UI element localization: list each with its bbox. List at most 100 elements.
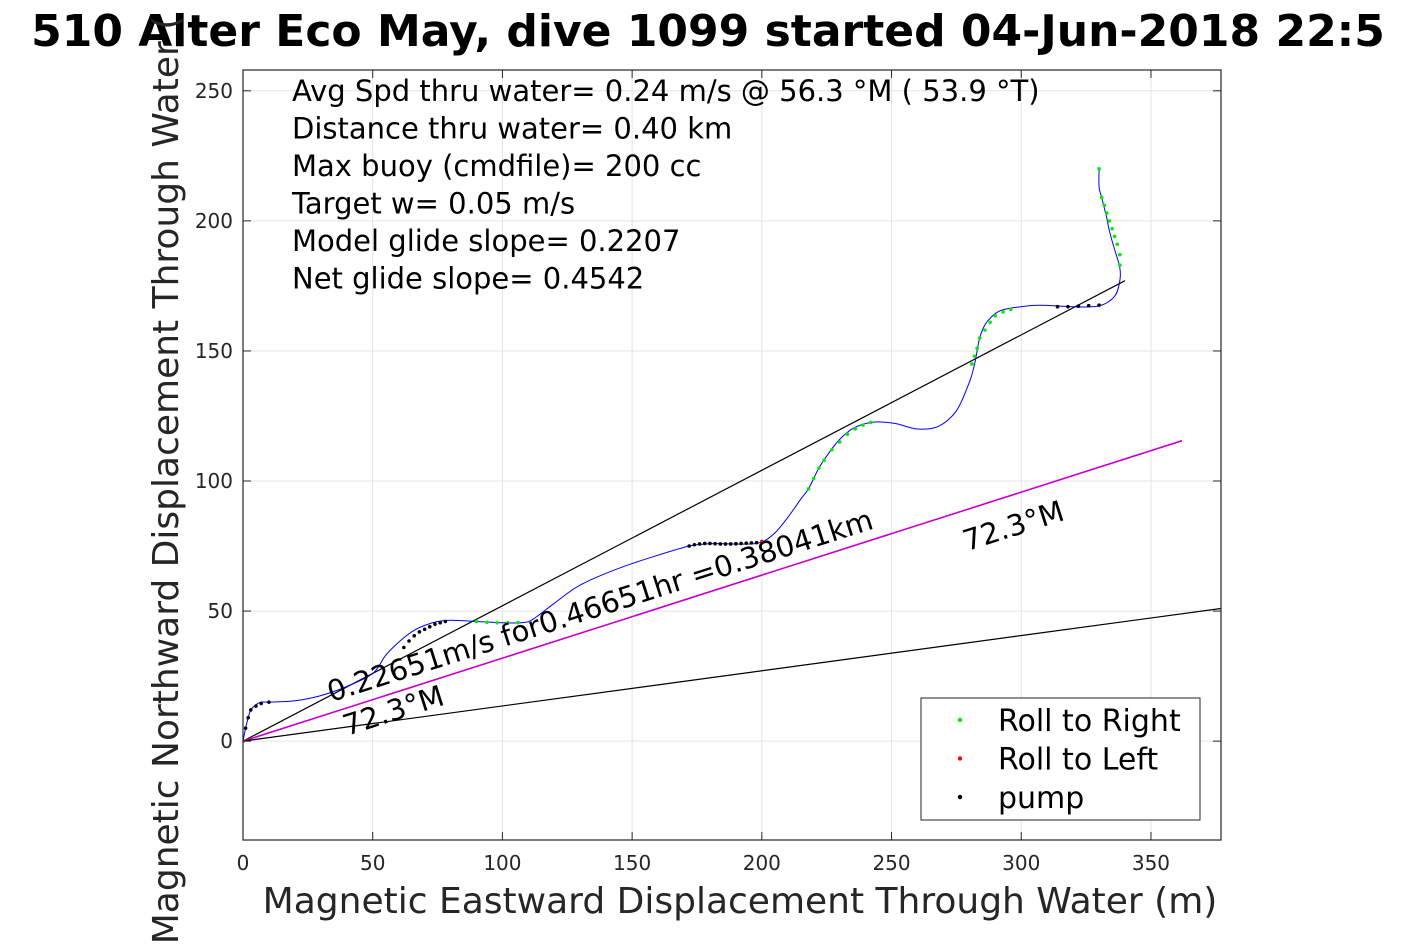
- roll-to-right-marker: [1118, 263, 1122, 267]
- summary-line: Distance thru water= 0.40 km: [292, 112, 732, 146]
- roll-to-right-marker: [845, 432, 850, 436]
- pump-marker: [723, 542, 728, 546]
- pump-marker: [734, 541, 738, 546]
- pump-marker: [739, 541, 743, 546]
- x-tick-label: 50: [360, 851, 385, 875]
- pump-marker: [697, 542, 702, 546]
- pump-marker: [427, 624, 432, 629]
- pump-marker: [246, 715, 250, 720]
- pump-marker: [254, 704, 258, 708]
- pump-marker: [1097, 303, 1101, 307]
- pump-marker: [754, 540, 759, 545]
- roll-to-right-marker: [993, 314, 998, 318]
- pump-marker: [438, 620, 442, 625]
- roll-to-right-marker: [861, 423, 865, 427]
- roll-to-right-marker: [1112, 234, 1117, 239]
- x-tick-label: 100: [483, 851, 521, 875]
- y-tick-label: 50: [208, 599, 233, 623]
- roll-to-left-marker: [760, 539, 764, 544]
- heading-line-magenta: [243, 439, 1183, 742]
- pump-marker: [267, 700, 271, 704]
- heading-annotation: 0.22651m/s for0.46651hr =0.38041km: [323, 502, 877, 708]
- pump-marker: [692, 542, 697, 547]
- roll-to-right-marker: [1001, 310, 1005, 314]
- roll-to-right-marker: [1099, 195, 1104, 200]
- roll-to-right-marker: [1102, 203, 1107, 208]
- roll-to-right-marker: [1097, 167, 1101, 171]
- pump-marker: [412, 633, 417, 638]
- roll-to-right-marker: [853, 427, 858, 431]
- roll-to-right-marker: [495, 620, 500, 625]
- roll-to-right-marker: [837, 440, 842, 444]
- summary-line: Avg Spd thru water= 0.24 m/s @ 56.3 °M (…: [292, 74, 1040, 108]
- x-tick-label: 300: [1002, 851, 1040, 875]
- roll-to-right-marker: [975, 346, 979, 351]
- pump-marker: [687, 544, 691, 548]
- roll-to-right-marker: [474, 619, 479, 624]
- pump-marker: [407, 639, 411, 643]
- pump-marker: [1086, 303, 1091, 308]
- pump-marker: [702, 541, 707, 546]
- pump-marker: [713, 541, 717, 546]
- y-axis-label: Magnetic Northward Displacement Through …: [146, 16, 187, 945]
- roll-to-right-marker: [970, 362, 974, 366]
- roll-to-right-marker: [806, 487, 811, 491]
- grid-layer: [242, 70, 1221, 840]
- y-tick-label: 250: [195, 79, 233, 103]
- plot-area: [243, 167, 1221, 743]
- summary-line: Net glide slope= 0.4542: [292, 262, 644, 296]
- pump-marker: [422, 627, 427, 632]
- roll-to-right-marker: [1107, 219, 1112, 223]
- roll-to-right-marker: [1118, 252, 1122, 257]
- roll-to-right-marker: [811, 476, 816, 481]
- marker-layer: [243, 167, 1122, 743]
- pump-marker: [744, 541, 749, 545]
- x-tick-label: 200: [743, 851, 781, 875]
- pump-marker: [259, 701, 263, 706]
- pump-marker: [728, 542, 733, 546]
- pump-marker: [417, 630, 422, 634]
- summary-line: Target w= 0.05 m/s: [291, 187, 575, 221]
- x-tick-label: 0: [237, 851, 250, 875]
- x-tick-label: 350: [1132, 851, 1170, 875]
- roll-to-right-marker: [1009, 307, 1013, 312]
- legend-label: Roll to Left: [998, 743, 1158, 778]
- chart-title: 510 Alter Eco May, dive 1099 started 04-…: [31, 6, 1385, 57]
- roll-to-right-marker: [972, 354, 977, 358]
- legend-marker-pump: [957, 794, 963, 800]
- pump-marker: [433, 622, 437, 626]
- pump-marker: [443, 619, 448, 624]
- summary-text-block: Avg Spd thru water= 0.24 m/s @ 56.3 °M (…: [291, 74, 1040, 296]
- roll-to-right-marker: [868, 420, 873, 425]
- roll-to-right-marker: [505, 620, 510, 625]
- reference-line-black: [243, 280, 1126, 742]
- heading-annotation: 72.3°M: [959, 494, 1069, 558]
- roll-to-right-marker: [988, 320, 992, 325]
- y-tick-label: 100: [195, 469, 233, 493]
- tick-layer: 0 50 100 150 200 250 300 350 0 50 100 150 200 250: [195, 70, 1221, 875]
- y-tick-label: 150: [195, 339, 233, 363]
- pump-marker: [243, 726, 248, 730]
- y-tick-label: 0: [220, 729, 233, 753]
- legend-marker-roll-to-left: [957, 756, 963, 761]
- x-tick-label: 250: [872, 851, 910, 875]
- legend-label: pump: [998, 781, 1084, 816]
- legend-marker-roll-to-right: [957, 717, 963, 723]
- roll-to-right-marker: [830, 447, 834, 452]
- pump-marker: [1066, 304, 1070, 309]
- roll-to-right-marker: [1110, 226, 1114, 231]
- pump-marker: [1076, 304, 1081, 309]
- roll-to-right-marker: [485, 620, 489, 625]
- x-tick-label: 150: [613, 851, 651, 875]
- reference-lines: [243, 280, 1221, 742]
- roll-to-right-marker: [817, 466, 821, 470]
- legend-label: Roll to Right: [998, 704, 1181, 739]
- roll-to-right-marker: [977, 336, 982, 340]
- roll-to-right-marker: [516, 620, 520, 625]
- x-axis-label: Magnetic Eastward Displacement Through W…: [263, 881, 1218, 922]
- y-tick-label: 200: [195, 209, 233, 233]
- pump-marker: [402, 645, 406, 650]
- summary-line: Model glide slope= 0.2207: [292, 224, 680, 258]
- pump-marker: [749, 541, 754, 545]
